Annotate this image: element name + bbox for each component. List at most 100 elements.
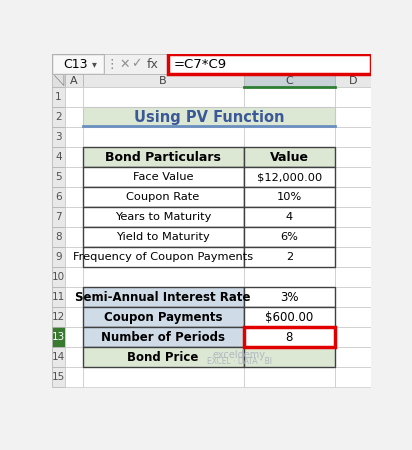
Bar	[244, 87, 335, 107]
Text: 3: 3	[55, 132, 62, 142]
Bar	[52, 167, 66, 187]
Bar	[66, 207, 82, 227]
Text: ✕: ✕	[119, 58, 130, 71]
Bar	[335, 167, 371, 187]
Bar	[335, 327, 371, 347]
Bar	[244, 247, 335, 267]
Text: 6%: 6%	[281, 232, 298, 242]
Bar	[82, 247, 244, 267]
Bar	[244, 267, 335, 287]
Text: C: C	[286, 76, 293, 86]
Bar	[244, 147, 335, 167]
Text: 10: 10	[52, 272, 65, 282]
Text: 13: 13	[52, 333, 65, 342]
Bar	[82, 74, 244, 87]
Text: 2: 2	[55, 112, 62, 122]
Bar	[82, 147, 244, 167]
Bar	[335, 367, 371, 387]
Bar	[82, 227, 244, 247]
Text: $600.00: $600.00	[265, 311, 314, 324]
Bar	[335, 207, 371, 227]
Bar	[52, 74, 66, 87]
Bar	[244, 187, 335, 207]
Bar	[66, 367, 82, 387]
Text: 3%: 3%	[280, 291, 299, 304]
Bar	[52, 367, 66, 387]
Bar	[82, 187, 244, 207]
Bar	[335, 147, 371, 167]
Text: 12: 12	[52, 312, 65, 322]
Text: Number of Periods: Number of Periods	[101, 331, 225, 344]
Bar	[66, 127, 82, 147]
Text: Yield to Maturity: Yield to Maturity	[116, 232, 210, 242]
Bar	[335, 267, 371, 287]
Text: D: D	[349, 76, 357, 86]
Text: Years to Maturity: Years to Maturity	[115, 212, 211, 222]
Text: 14: 14	[52, 352, 65, 362]
Bar	[335, 107, 371, 127]
Bar	[66, 347, 82, 367]
Bar	[244, 187, 335, 207]
Bar	[104, 54, 168, 74]
Bar	[52, 207, 66, 227]
Bar	[82, 107, 244, 127]
Text: exceldemy: exceldemy	[213, 350, 266, 360]
Bar	[52, 127, 66, 147]
Text: 2: 2	[286, 252, 293, 262]
Bar	[244, 127, 335, 147]
Bar	[244, 327, 335, 347]
Bar	[66, 287, 82, 307]
Bar	[66, 167, 82, 187]
Bar	[244, 74, 335, 87]
Bar	[244, 327, 335, 347]
Text: 4: 4	[55, 152, 62, 162]
Text: 6: 6	[55, 192, 62, 202]
Bar	[244, 307, 335, 327]
Bar	[82, 347, 244, 367]
Text: 1: 1	[55, 92, 62, 102]
Bar	[52, 227, 66, 247]
Bar	[335, 287, 371, 307]
Bar	[82, 287, 244, 307]
Text: 8: 8	[286, 331, 293, 344]
Bar	[82, 147, 244, 167]
Bar	[82, 167, 244, 187]
Text: 4: 4	[286, 212, 293, 222]
Bar	[52, 54, 104, 74]
Text: B: B	[159, 76, 167, 86]
Text: Coupon Rate: Coupon Rate	[126, 192, 200, 202]
Bar	[244, 227, 335, 247]
Bar	[66, 247, 82, 267]
Bar	[244, 207, 335, 227]
Bar	[82, 107, 335, 127]
Bar	[52, 307, 66, 327]
Bar	[244, 147, 335, 167]
Bar	[66, 307, 82, 327]
Bar	[335, 187, 371, 207]
Bar	[335, 227, 371, 247]
Bar	[82, 327, 244, 347]
Text: A: A	[70, 76, 78, 86]
Bar	[82, 347, 244, 367]
Bar	[244, 347, 335, 367]
Bar	[82, 187, 244, 207]
Bar	[335, 347, 371, 367]
Text: EXCEL · DATA · BI: EXCEL · DATA · BI	[207, 357, 272, 366]
Text: Bond Particulars: Bond Particulars	[105, 151, 221, 164]
Text: Frequency of Coupon Payments: Frequency of Coupon Payments	[73, 252, 253, 262]
Bar	[335, 74, 371, 87]
Bar	[82, 207, 244, 227]
Bar	[66, 327, 82, 347]
Bar	[82, 267, 244, 287]
Bar	[335, 247, 371, 267]
Bar	[82, 167, 244, 187]
Text: 8: 8	[55, 232, 62, 242]
Bar	[82, 207, 244, 227]
Text: C13: C13	[63, 58, 87, 71]
Bar	[52, 267, 66, 287]
Bar	[52, 187, 66, 207]
Bar	[82, 87, 244, 107]
Bar	[244, 167, 335, 187]
Text: 5: 5	[55, 172, 62, 182]
Text: 15: 15	[52, 373, 65, 382]
